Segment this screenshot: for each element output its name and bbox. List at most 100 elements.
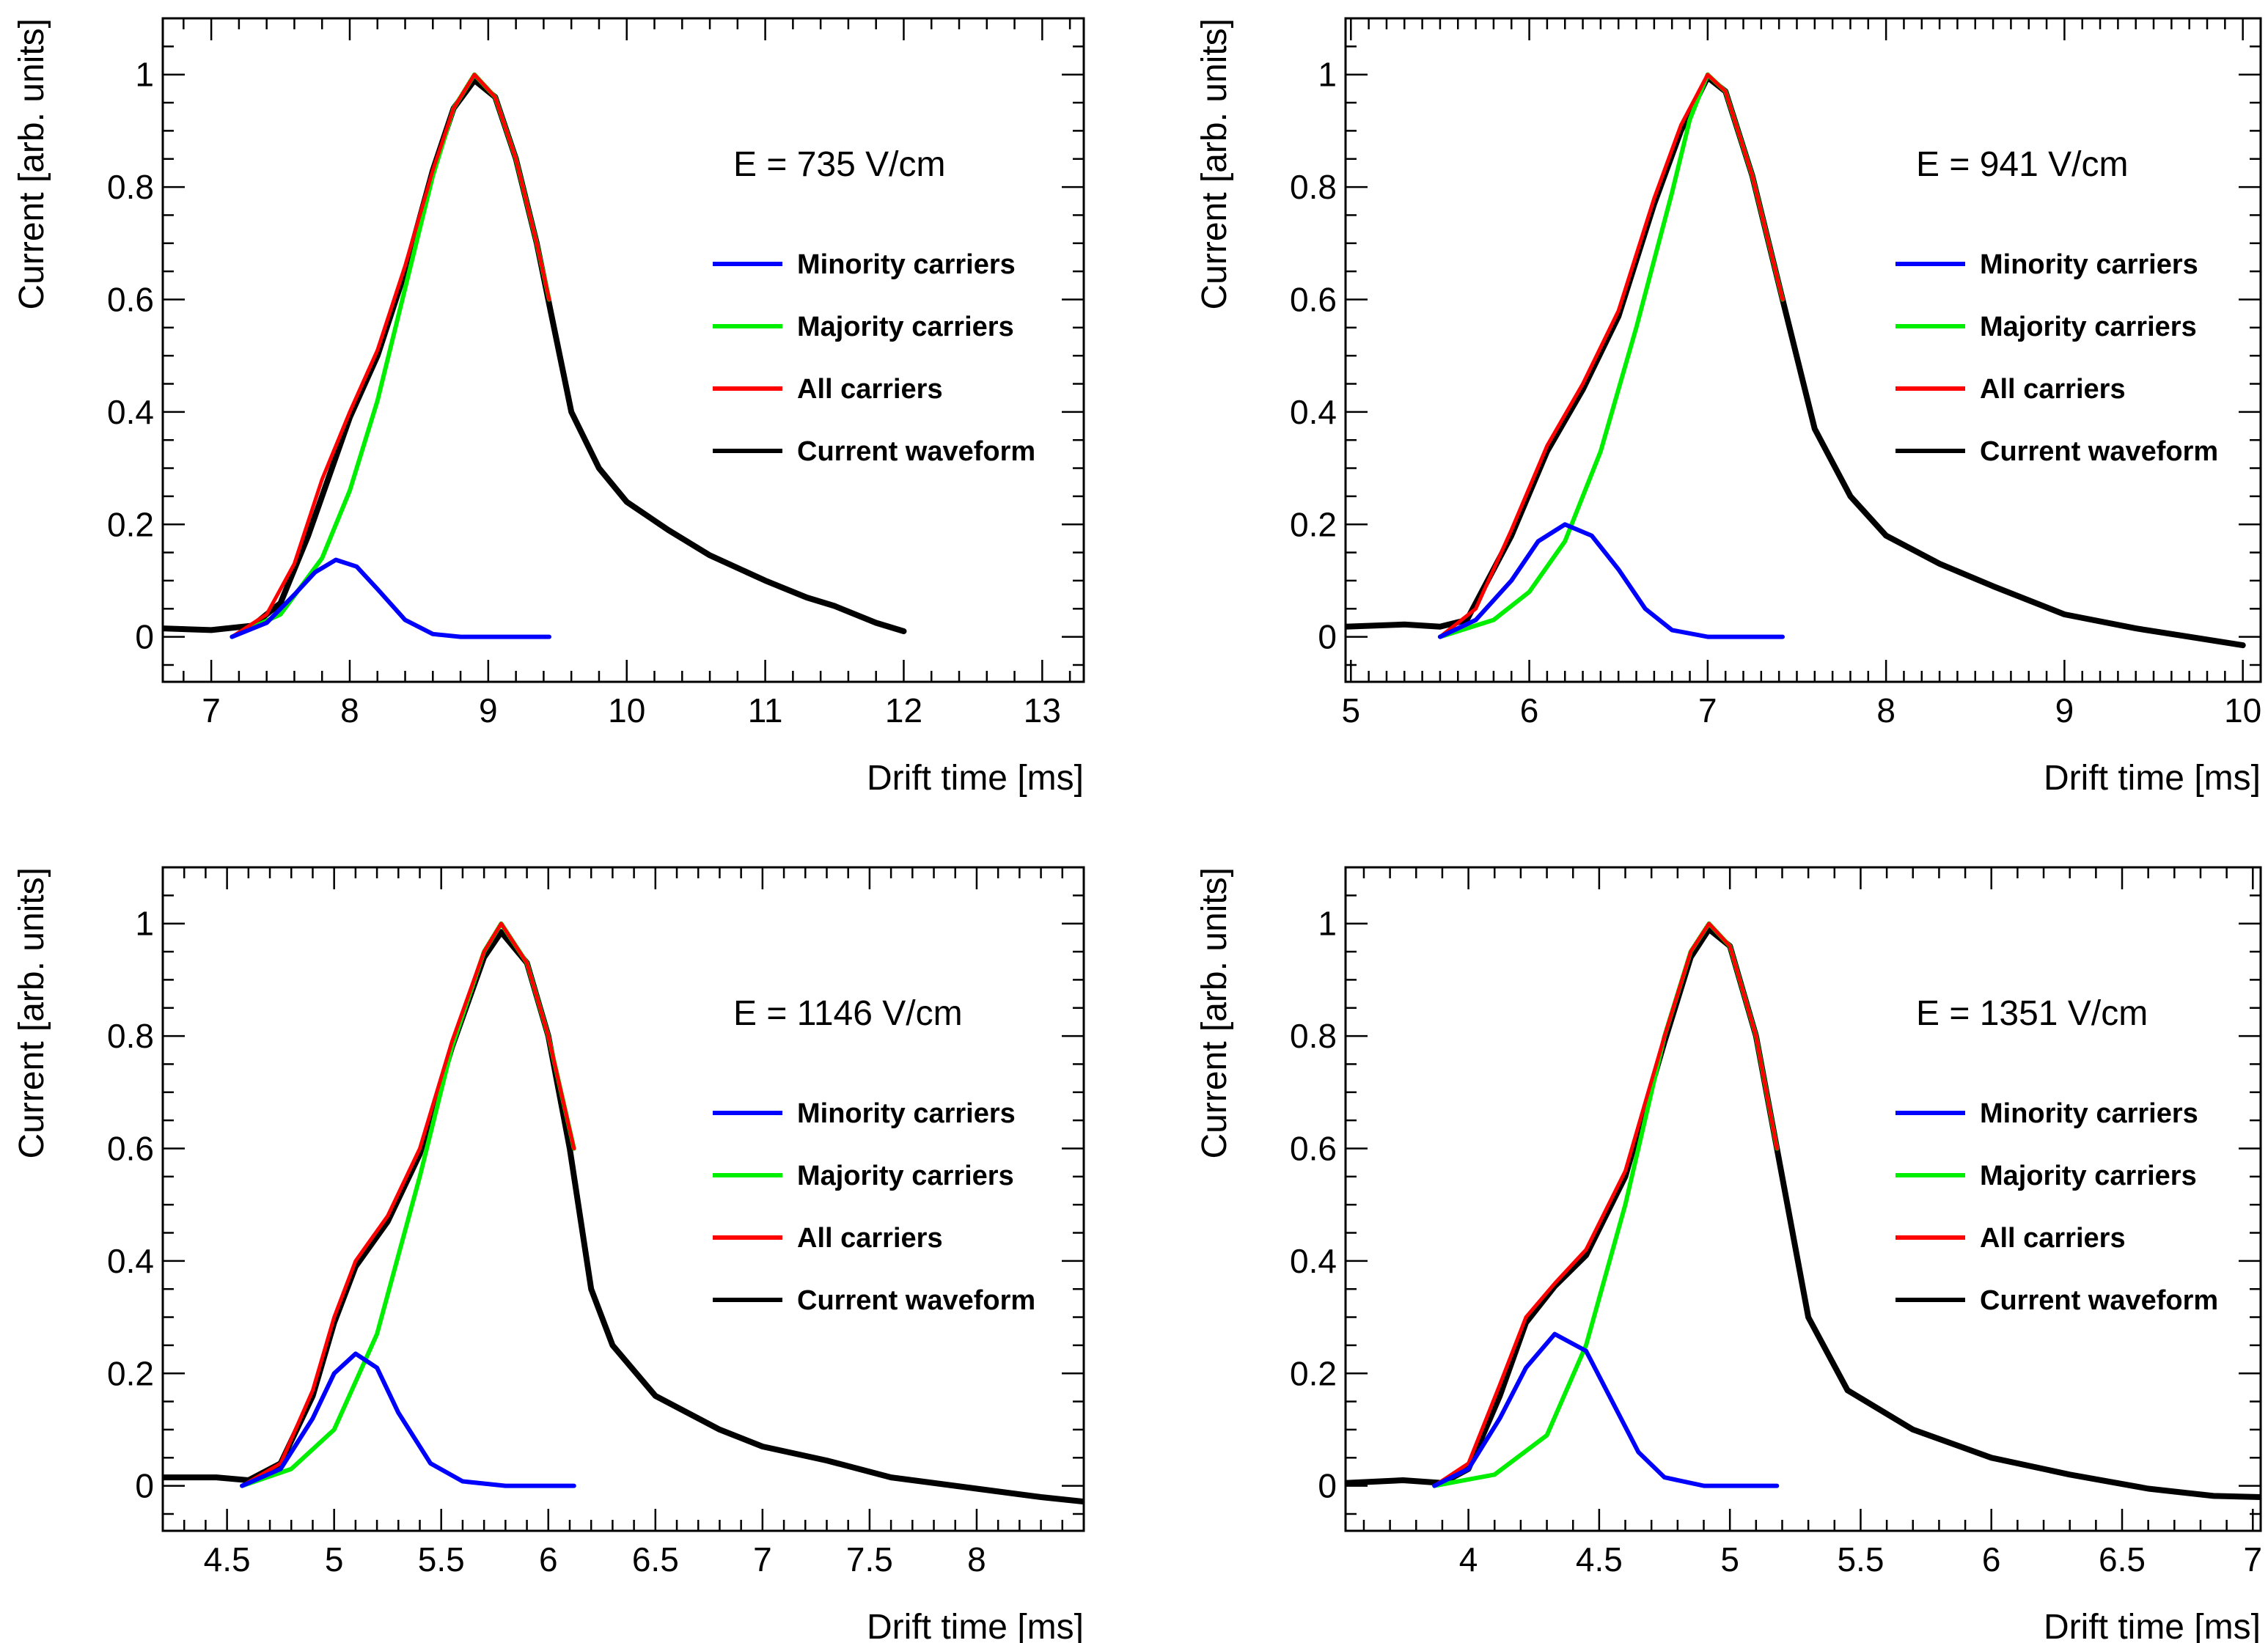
y-tick-label: 0.2 [1290, 505, 1337, 543]
field-annotation: E = 1146 V/cm [733, 994, 963, 1033]
y-tick-label: 0.8 [107, 168, 154, 206]
y-axis-title: Current [arb. units] [12, 867, 51, 1159]
y-axis-title: Current [arb. units] [1195, 867, 1234, 1159]
x-tick-label: 5 [325, 1540, 344, 1578]
x-tick-label: 7 [753, 1540, 772, 1578]
y-axis-title: Current [arb. units] [1195, 18, 1234, 310]
legend-label: Minority carriers [1980, 249, 2198, 280]
x-tick-label: 7 [1698, 691, 1717, 729]
y-tick-label: 0.6 [1290, 1129, 1337, 1167]
x-tick-label: 5 [1342, 691, 1361, 729]
legend-label: All carriers [797, 1223, 943, 1254]
y-tick-label: 0 [135, 618, 154, 656]
x-tick-label: 12 [885, 691, 922, 729]
series-line-1 [240, 1351, 576, 1488]
y-tick-label: 1 [135, 56, 154, 94]
x-tick-label: 7.5 [846, 1540, 893, 1578]
y-tick-label: 0.2 [107, 1354, 154, 1392]
legend-label: All carriers [1980, 374, 2126, 405]
plot-frame [1344, 17, 2262, 683]
series-line-4 [1346, 926, 2261, 1500]
y-tick-label: 0.6 [107, 1129, 154, 1167]
series-line-1 [230, 557, 551, 639]
x-tick-label: 7 [2244, 1540, 2263, 1578]
x-axis-title: Drift time [ms] [867, 759, 1084, 798]
legend-label: Minority carriers [797, 1098, 1016, 1129]
x-tick-label: 4.5 [204, 1540, 251, 1578]
x-axis-title: Drift time [ms] [2044, 1608, 2261, 1643]
plot-frame [161, 17, 1085, 683]
legend-label: Majority carriers [797, 1161, 1014, 1191]
legend-label: Current waveform [1980, 436, 2218, 467]
x-tick-label: 6 [1982, 1540, 2001, 1578]
y-tick-label: 0.4 [107, 1242, 154, 1280]
legend-label: Current waveform [797, 1285, 1035, 1316]
x-axis-title: Drift time [ms] [867, 1608, 1084, 1643]
legend-label: All carriers [1980, 1223, 2126, 1254]
x-tick-label: 6 [1520, 691, 1539, 729]
x-tick-label: 6.5 [632, 1540, 679, 1578]
y-tick-label: 0.8 [107, 1017, 154, 1055]
field-annotation: E = 941 V/cm [1916, 145, 2128, 184]
y-tick-label: 1 [135, 905, 154, 943]
y-tick-label: 1 [1318, 56, 1337, 94]
x-tick-label: 8 [967, 1540, 986, 1578]
x-tick-label: 10 [608, 691, 645, 729]
x-tick-label: 13 [1024, 691, 1061, 729]
x-tick-label: 7 [202, 691, 221, 729]
series-line-3 [240, 922, 576, 1488]
y-tick-label: 0 [135, 1467, 154, 1505]
x-tick-label: 6.5 [2099, 1540, 2146, 1578]
series-line-2 [230, 72, 551, 639]
series-line-2 [1437, 72, 1785, 639]
series-line-1 [1437, 522, 1785, 639]
legend-label: Current waveform [1980, 1285, 2218, 1316]
y-tick-label: 0.4 [107, 393, 154, 431]
x-tick-label: 11 [748, 691, 783, 729]
legend-label: Current waveform [797, 436, 1035, 467]
plot-frame [161, 866, 1085, 1532]
chart-panel-1: 7 8 9 10 11 12 13 0 0.2 0.4 0.6 0.8 1 Drift time [ms]… [12, 17, 1085, 798]
y-tick-label: 0.2 [107, 505, 154, 543]
series-line-3 [1438, 73, 1785, 639]
field-annotation: E = 735 V/cm [733, 145, 945, 184]
legend-label: Majority carriers [1980, 312, 2197, 342]
x-tick-label: 8 [340, 691, 359, 729]
x-tick-label: 5.5 [1837, 1540, 1884, 1578]
y-tick-label: 0.2 [1290, 1354, 1337, 1392]
y-tick-label: 0.8 [1290, 168, 1337, 206]
legend-label: Minority carriers [797, 249, 1016, 280]
series-line-2 [1432, 921, 1780, 1488]
y-tick-label: 0 [1318, 1467, 1337, 1505]
plot-frame [1344, 866, 2262, 1532]
x-axis-title: Drift time [ms] [2044, 759, 2261, 798]
legend-label: Minority carriers [1980, 1098, 2198, 1129]
y-tick-label: 0.6 [1290, 280, 1337, 318]
x-tick-label: 9 [2055, 691, 2074, 729]
x-tick-label: 9 [479, 691, 498, 729]
x-tick-label: 8 [1876, 691, 1895, 729]
y-tick-label: 0.8 [1290, 1017, 1337, 1055]
x-tick-label: 4.5 [1576, 1540, 1623, 1578]
legend-label: Majority carriers [797, 312, 1014, 342]
series-line-1 [1432, 1331, 1780, 1488]
chart-panel-2: 5 6 7 8 9 10 0 0.2 0.4 0.6 0.8 1 Drift time [ms] Curr… [1195, 17, 2262, 798]
chart-panel-3: 4.5 5 5.5 6 6.5 7 7.5 8 0 0.2 0.4 0.6 0.8 1 Drift time… [12, 866, 1085, 1643]
y-tick-label: 0 [1318, 618, 1337, 656]
x-tick-label: 6 [539, 1540, 558, 1578]
y-axis-title: Current [arb. units] [12, 18, 51, 310]
series-line-3 [230, 73, 551, 639]
chart-panel-4: 4 4.5 5 5.5 6 6.5 7 0 0.2 0.4 0.6 0.8 1 Drift time [m… [1195, 866, 2263, 1643]
y-tick-label: 1 [1318, 905, 1337, 943]
series-line-3 [1432, 922, 1779, 1488]
x-tick-label: 5.5 [418, 1540, 465, 1578]
y-tick-label: 0.4 [1290, 1242, 1337, 1280]
legend-label: All carriers [797, 374, 943, 405]
y-tick-label: 0.6 [107, 280, 154, 318]
x-tick-label: 5 [1720, 1540, 1739, 1578]
x-tick-label: 10 [2224, 691, 2261, 729]
series-line-2 [240, 921, 576, 1488]
legend-label: Majority carriers [1980, 1161, 2197, 1191]
y-tick-label: 0.4 [1290, 393, 1337, 431]
